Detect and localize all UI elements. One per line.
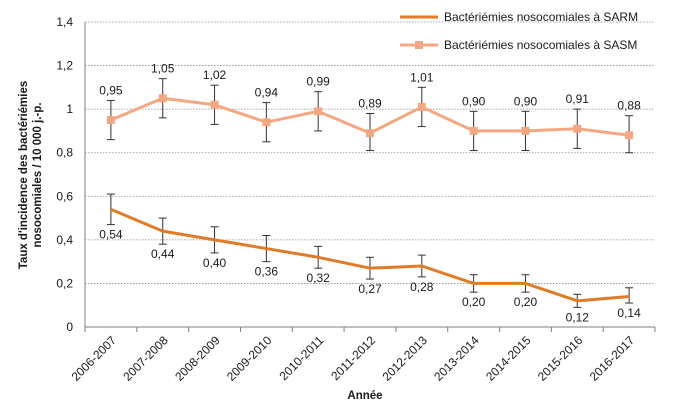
- series-line: [110, 207, 630, 303]
- x-tick-label: 2014-2015: [483, 333, 534, 384]
- data-label: 0,12: [566, 310, 590, 324]
- data-label: 0,94: [255, 86, 279, 100]
- data-label: 0,95: [99, 83, 123, 97]
- y-tick-label: 1: [66, 102, 73, 116]
- data-label: 0,54: [99, 228, 123, 242]
- error-bars: [106, 78, 634, 308]
- x-tick-label: 2006-2007: [69, 333, 120, 384]
- data-point: [573, 124, 582, 133]
- data-label: 1,02: [203, 68, 227, 82]
- y-tick-label: 0,8: [56, 146, 73, 160]
- data-point: [366, 129, 374, 138]
- data-label: 0,99: [307, 75, 331, 89]
- axes: [84, 22, 656, 332]
- data-point: [417, 102, 426, 111]
- x-tick-label: 2010-2011: [276, 333, 326, 383]
- y-tick-label: 0,4: [56, 233, 73, 247]
- data-label: 0,91: [566, 92, 590, 106]
- data-labels: 0,54 0,44 0,40 0,36 0,32 0,27 0,28 0,20 0,20 0,12…: [99, 62, 641, 325]
- legend: Bactériémies nosocomiales à SARM Bactérié…: [400, 10, 638, 52]
- data-point: [106, 116, 115, 125]
- legend-marker: [415, 41, 423, 49]
- data-point: [521, 126, 530, 135]
- data-point: [158, 94, 167, 103]
- data-label: 1,01: [410, 70, 434, 84]
- y-axis-title: Taux d'incidence des bactériémies nosocom…: [18, 81, 44, 270]
- legend-label: Bactériémies nosocomiales à SASM: [444, 38, 637, 52]
- x-tick-label: 2015-2016: [535, 333, 586, 384]
- data-label: 0,90: [462, 94, 486, 108]
- y-tick-labels: 0 0,2 0,4 0,6 0,8 1 1,2 1,4: [56, 15, 73, 334]
- data-label: 0,88: [617, 99, 641, 113]
- data-label: 0,27: [358, 282, 382, 296]
- data-label: 0,40: [203, 256, 227, 270]
- x-tick-label: 2008-2009: [172, 333, 223, 384]
- data-label: 0,89: [358, 97, 382, 111]
- data-label: 0,20: [514, 295, 538, 309]
- data-label: 0,36: [255, 265, 279, 279]
- data-label: 0,90: [514, 94, 538, 108]
- gridlines: [85, 21, 655, 284]
- legend-label: Bactériémies nosocomiales à SARM: [444, 10, 638, 24]
- x-tick-label: 2011-2012: [328, 333, 378, 383]
- data-label: 0,28: [410, 280, 434, 294]
- series-markers: [106, 94, 634, 140]
- data-label: 0,20: [462, 295, 486, 309]
- data-label: 0,32: [307, 271, 331, 285]
- x-tick-label: 2013-2014: [431, 333, 482, 384]
- x-tick-label: 2007-2008: [120, 333, 171, 384]
- y-tick-label: 0,6: [56, 189, 73, 203]
- x-tick-label: 2016-2017: [587, 333, 638, 384]
- x-tick-label: 2012-2013: [379, 333, 430, 384]
- data-point: [625, 131, 634, 140]
- x-axis-title: Année: [347, 390, 382, 402]
- data-point: [469, 126, 478, 135]
- data-point: [262, 118, 271, 127]
- y-tick-label: 1,4: [56, 15, 73, 29]
- data-label: 0,14: [617, 306, 641, 320]
- x-tick-labels: 2006-2007 2007-2008 2008-2009 2009-2010 2010…: [69, 333, 638, 384]
- data-label: 0,44: [151, 247, 175, 261]
- y-tick-label: 0,2: [56, 276, 73, 290]
- data-label: 1,05: [151, 62, 175, 76]
- data-point: [210, 100, 219, 109]
- y-tick-label: 0: [66, 320, 73, 334]
- x-tick-label: 2009-2010: [224, 333, 275, 384]
- data-point: [314, 107, 323, 116]
- y-tick-label: 1,2: [56, 59, 73, 73]
